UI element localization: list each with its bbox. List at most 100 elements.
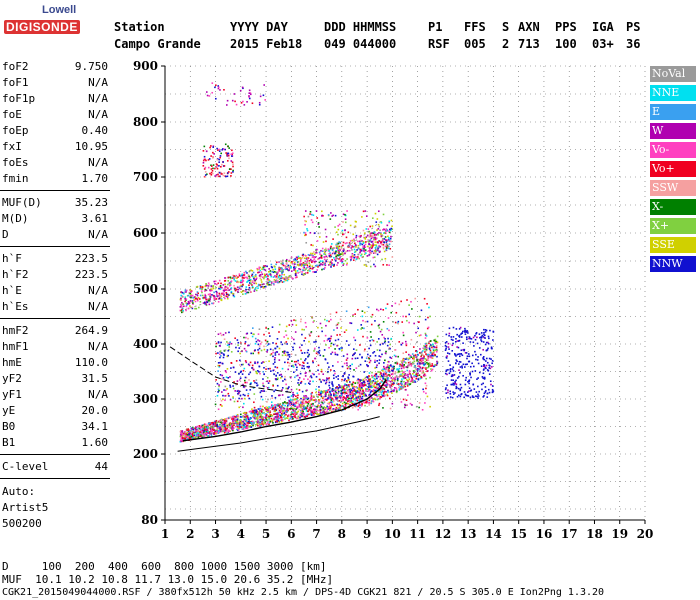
- echo-dot: [354, 399, 357, 402]
- echo-dot: [277, 407, 279, 410]
- echo-dot: [323, 395, 325, 398]
- echo-dot: [346, 399, 349, 401]
- echo-dot: [483, 334, 486, 337]
- echo-dot: [229, 398, 232, 401]
- echo-dot: [312, 259, 315, 262]
- echo-dot: [376, 246, 379, 249]
- echo-dot: [448, 352, 451, 355]
- echo-dot: [336, 327, 338, 329]
- echo-dot: [258, 411, 260, 414]
- echo-dot: [264, 416, 267, 419]
- echo-dot: [452, 339, 454, 341]
- echo-dot: [214, 421, 217, 424]
- echo-dot: [252, 409, 254, 412]
- echo-dot: [345, 392, 348, 394]
- echo-dot: [229, 416, 231, 419]
- echo-dot: [250, 412, 253, 415]
- echo-dot: [362, 379, 364, 382]
- echo-dot: [267, 283, 270, 286]
- echo-dot: [368, 254, 370, 257]
- param-label: fmin: [2, 172, 29, 185]
- echo-dot: [262, 94, 265, 97]
- echo-dot: [417, 354, 419, 356]
- echo-dot: [398, 370, 400, 373]
- echo-dot: [341, 232, 344, 234]
- echo-dot: [490, 358, 492, 360]
- echo-dot: [204, 297, 207, 299]
- echo-dot: [456, 377, 459, 379]
- echo-dot: [233, 423, 235, 426]
- echo-dot: [197, 436, 200, 439]
- echo-dot: [283, 409, 285, 412]
- echo-dot: [450, 336, 453, 338]
- echo-dot: [217, 333, 220, 336]
- echo-dot: [310, 331, 313, 333]
- echo-dot: [488, 337, 490, 340]
- echo-dot: [278, 347, 281, 350]
- echo-dot: [311, 265, 314, 268]
- echo-dot: [321, 247, 324, 250]
- echo-dot: [210, 145, 212, 147]
- echo-dot: [235, 274, 238, 277]
- echo-dot: [379, 395, 382, 398]
- echo-dot: [284, 268, 287, 271]
- echo-dot: [195, 293, 197, 296]
- echo-dot: [354, 405, 357, 408]
- echo-dot: [224, 297, 226, 300]
- echo-dot: [491, 391, 494, 393]
- echo-dot: [355, 386, 358, 388]
- echo-dot: [319, 322, 322, 325]
- echo-dot: [307, 378, 309, 381]
- echo-dot: [218, 365, 220, 368]
- echo-dot: [373, 238, 375, 240]
- echo-dot: [429, 363, 431, 366]
- echo-dot: [225, 418, 228, 420]
- echo-dot: [312, 260, 315, 263]
- echo-dot: [390, 387, 392, 390]
- echo-dot: [262, 382, 264, 385]
- echo-dot: [263, 411, 265, 414]
- echo-dot: [261, 276, 264, 279]
- echo-dot: [364, 238, 367, 240]
- echo-dot: [262, 423, 265, 426]
- echo-dot: [278, 280, 281, 283]
- echo-dot: [301, 264, 303, 267]
- echo-dot: [191, 307, 194, 310]
- echo-dot: [337, 242, 340, 245]
- echo-dot: [400, 373, 402, 376]
- echo-dot: [179, 309, 182, 312]
- echo-dot: [251, 280, 254, 282]
- echo-dot: [288, 419, 290, 422]
- echo-dot: [430, 369, 433, 372]
- echo-dot: [343, 385, 346, 387]
- echo-dot: [311, 254, 313, 256]
- echo-dot: [413, 366, 416, 368]
- echo-dot: [407, 361, 410, 364]
- echo-dot: [413, 358, 415, 361]
- echo-dot: [400, 300, 402, 303]
- echo-dot: [344, 213, 346, 216]
- echo-dot: [404, 374, 406, 377]
- echo-dot: [431, 368, 434, 371]
- echo-dot: [278, 266, 280, 269]
- echo-dot: [186, 434, 189, 436]
- echo-dot: [286, 417, 289, 420]
- echo-dot: [219, 430, 221, 433]
- echo-dot: [239, 352, 241, 355]
- echo-dot: [318, 251, 321, 254]
- echo-dot: [249, 425, 251, 427]
- echo-dot: [415, 375, 417, 378]
- echo-dot: [268, 417, 271, 419]
- echo-dot: [359, 397, 362, 400]
- echo-dot: [346, 367, 349, 370]
- echo-dot: [324, 392, 327, 394]
- echo-dot: [256, 268, 259, 271]
- echo-dot: [387, 369, 390, 371]
- echo-dot: [331, 249, 334, 251]
- echo-dot: [216, 291, 218, 294]
- echo-dot: [203, 158, 205, 161]
- echo-dot: [352, 314, 355, 316]
- echo-dot: [263, 266, 266, 268]
- echo-dot: [419, 359, 421, 361]
- echo-dot: [204, 303, 206, 305]
